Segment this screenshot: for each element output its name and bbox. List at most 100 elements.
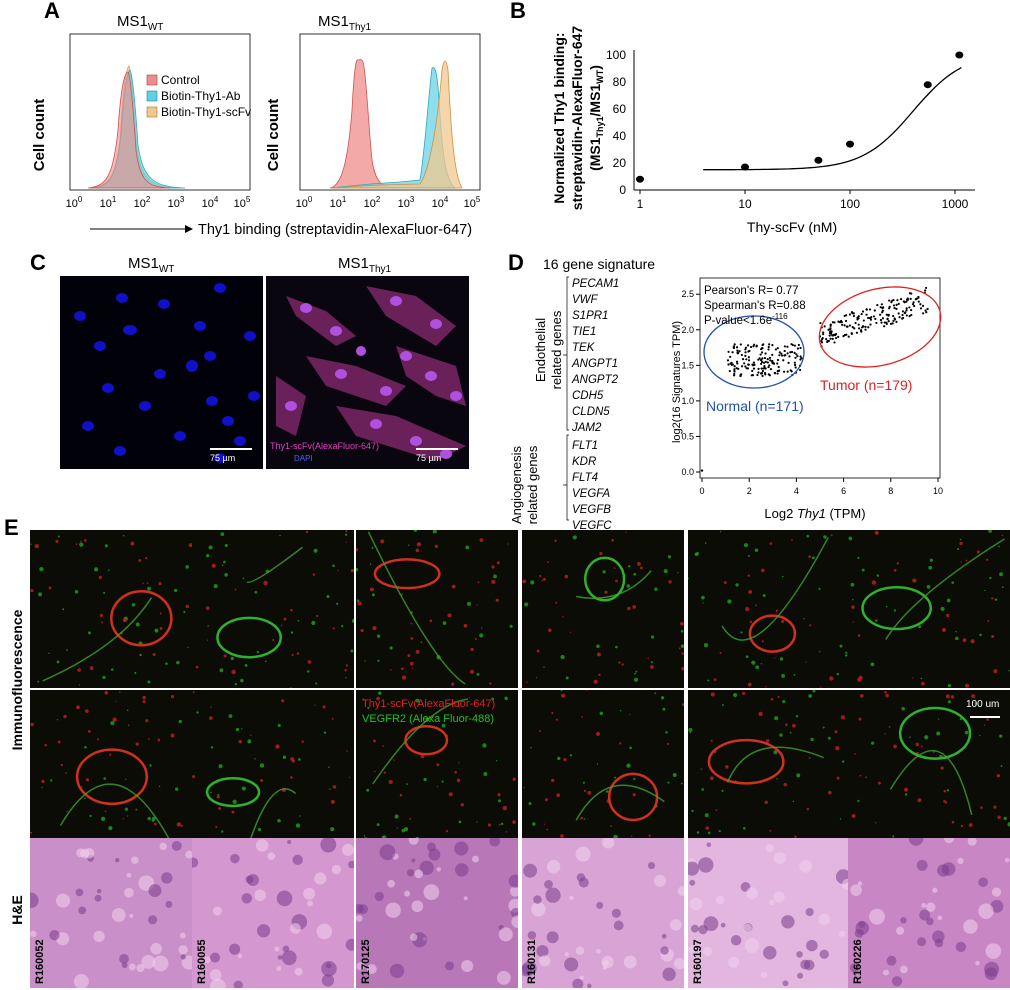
scale-bar-right	[416, 448, 458, 450]
hist-right-tick-0: 100	[296, 195, 313, 210]
gene-item: TEK	[572, 342, 595, 354]
histogram-panel-a: Cell count Cell count Control Biotin-Thy…	[31, 33, 481, 238]
chart-ylabel-1: Normalized Thy1 binding:	[551, 32, 567, 203]
group1-line2: related genes	[549, 310, 564, 389]
tumor-ellipse	[818, 286, 942, 368]
hist-right-tick-4: 104	[432, 195, 449, 210]
scatter-frame	[699, 277, 941, 479]
hist-left-tick-1: 101	[100, 195, 117, 210]
hist-left-tick-0: 100	[66, 195, 83, 210]
he-tile: R160052	[30, 838, 192, 988]
micro-legend-dapi: DAPI	[294, 454, 313, 463]
chart-ytick: 60	[613, 102, 627, 116]
tumor-label: Tumor (n=179)	[820, 377, 912, 393]
cells-thy1	[276, 286, 466, 461]
row-label-if: Immunofluorescence	[9, 609, 25, 750]
scatter-panel-d: 0 2 4 6 8 10 0.0 0.5 1.0 1.5 2.0 2.5 Pearson's R= 0…	[671, 277, 943, 521]
scale-bar-left	[210, 448, 252, 450]
if-tile	[30, 530, 192, 688]
scatter-ytick: 1.5	[681, 360, 694, 370]
chart-ytick: 0	[619, 183, 626, 197]
micro-right-title: MS1Thy1	[338, 255, 392, 275]
chart-xlabel: Thy-scFv (nM)	[747, 219, 837, 235]
panel-label-d: D	[508, 250, 524, 275]
gene-item: VEGFB	[572, 504, 611, 516]
scatter-xtick: 0	[699, 486, 704, 496]
hist-left-frame	[69, 33, 251, 191]
hist-right-tick-1: 101	[330, 195, 347, 210]
gene-item: FLT1	[572, 440, 598, 452]
gene-list-endothelial: PECAM1 VWF S1PR1 TIE1 TEK ANGPT1 ANGPT2 CDH5 CLD…	[572, 276, 619, 436]
if-tile	[688, 690, 850, 848]
scatter-ytick: 0.0	[681, 467, 694, 477]
gene-item: JAM2	[572, 422, 602, 434]
he-tile: R160197	[688, 838, 850, 988]
e-legend-vegfr2: VEGFR2 (Alexa Fluor-488)	[362, 713, 495, 725]
chart-panel-b: Normalized Thy1 binding: streptavidin-Al…	[551, 26, 975, 235]
gene-item: VEGFC	[572, 520, 612, 532]
chart-ylabel-3: (MS1Thy1/MS1WT)	[587, 65, 605, 171]
normal-ellipse	[703, 315, 805, 389]
scatter-xlabel: Log2 Thy1 (TPM)	[764, 506, 865, 521]
group2-line1: Angiogenesis	[509, 445, 524, 524]
scatter-ylabel: log2(16 Signatures TPM)	[671, 321, 683, 443]
if-tile	[192, 690, 354, 848]
scatter-xtick: 2	[747, 486, 752, 496]
hist-right-title: MS1Thy1	[318, 13, 372, 33]
if-tile	[30, 690, 192, 848]
svg-text:H&E: H&E	[9, 895, 25, 925]
legend-control: Control	[161, 73, 200, 87]
hist-left-title: MS1WT	[117, 13, 164, 33]
chart-point	[846, 140, 854, 148]
gene-item: ANGPT2	[572, 374, 619, 386]
gene-item: KDR	[572, 456, 597, 468]
hist-right-ylabel: Cell count	[265, 99, 282, 172]
chart-point	[636, 175, 644, 183]
dapi-nuclei-wt	[74, 283, 260, 463]
micrograph-ms1-wt: 75 µm	[60, 276, 263, 469]
hist-arrow-head	[185, 225, 193, 233]
sample-id: R160226	[852, 939, 864, 984]
gene-item: FLT4	[572, 472, 598, 484]
gene-item: PECAM1	[572, 278, 620, 290]
gene-item: S1PR1	[572, 310, 609, 322]
scale-text-left: 75 µm	[210, 453, 236, 463]
hist-right-frame	[299, 33, 481, 191]
gene-item: ANGPT1	[572, 358, 619, 370]
chart-ytick: 40	[613, 129, 627, 143]
scatter-xtick: 10	[933, 486, 943, 496]
micrograph-ms1-thy1: Thy1-scFv(AlexaFluor-647) DAPI 75 µm	[266, 276, 469, 469]
scatter-xtick: 6	[841, 486, 846, 496]
scatter-xtick: 4	[794, 486, 799, 496]
scatter-xtick: 8	[888, 486, 893, 496]
svg-text:Immunofluorescence: Immunofluorescence	[9, 609, 25, 750]
chart-ytick: 100	[606, 48, 626, 62]
chart-point	[741, 163, 749, 171]
panel-label-b: B	[510, 0, 526, 23]
chart-point	[955, 51, 964, 59]
if-tile	[192, 530, 354, 688]
scatter-ytick: 2.0	[681, 325, 694, 335]
if-tile	[356, 690, 518, 848]
e-scale-text: 100 um	[966, 699, 1000, 710]
hist-left-tick-3: 103	[168, 195, 185, 210]
gene-item: VEGFA	[572, 488, 611, 500]
gene-item: CLDN5	[572, 406, 610, 418]
he-tile: R160226	[848, 838, 1010, 988]
micro-legend-thy1: Thy1-scFv(AlexaFluor-647)	[270, 441, 380, 451]
sample-id: R170125	[360, 939, 372, 984]
if-tile	[688, 530, 850, 688]
if-tile	[356, 530, 518, 688]
if-tile	[522, 530, 684, 688]
if-tile	[848, 690, 1010, 848]
he-tile: R160131	[522, 838, 684, 988]
hist-right-curve-control	[329, 59, 401, 189]
chart-xtick: 1000	[942, 197, 969, 211]
chart-ylabel-2: streptavidin-AlexaFluor-647	[569, 26, 585, 211]
chart-point	[923, 81, 932, 89]
scatter-ytick: 1.0	[681, 396, 694, 406]
hist-legend: Control Biotin-Thy1-Ab Biotin-Thy1-scFv	[146, 73, 251, 119]
hist-left-tick-4: 104	[202, 195, 219, 210]
chart-xtick: 10	[738, 197, 752, 211]
hist-xlabel: Thy1 binding (streptavidin-AlexaFluor-64…	[198, 222, 472, 238]
